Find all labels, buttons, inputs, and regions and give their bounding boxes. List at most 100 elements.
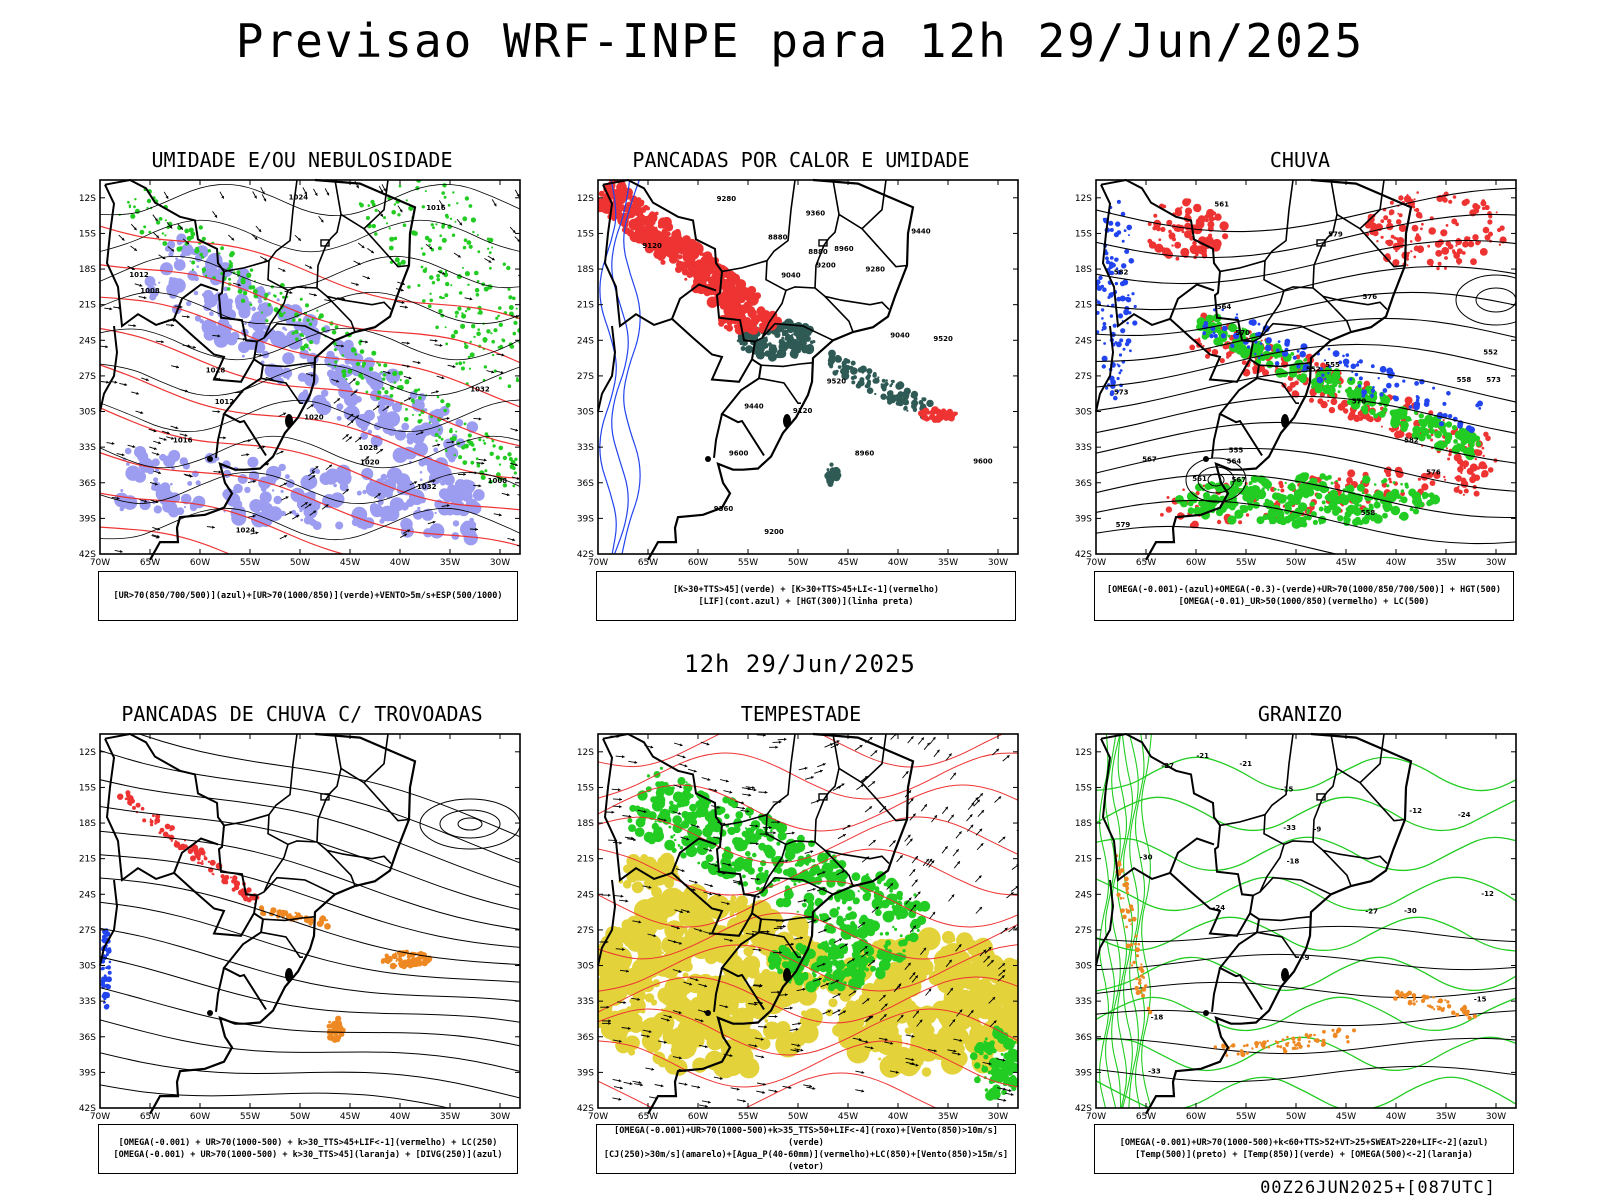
rain-area <box>1451 425 1457 431</box>
rain-area <box>1248 482 1252 486</box>
instability-area <box>803 328 812 337</box>
rain-area <box>1127 234 1130 237</box>
jet-area <box>742 955 761 974</box>
green-contour-mark <box>477 328 481 331</box>
rain-area <box>1406 257 1409 261</box>
contour-value: 9200 <box>764 528 784 536</box>
state-border <box>721 259 768 273</box>
rain-area <box>1254 352 1257 356</box>
rain-area <box>1330 481 1334 485</box>
lat-label: 15S <box>79 229 96 239</box>
rain-area <box>1327 368 1330 371</box>
rain-area <box>1180 206 1183 209</box>
rain-area <box>1108 220 1114 226</box>
wind-vector <box>380 449 383 452</box>
humidity-area <box>231 510 247 526</box>
wind-vector <box>367 276 370 280</box>
lon-label: 45W <box>340 558 360 568</box>
rain-area <box>1116 341 1122 348</box>
green-contour-mark <box>445 342 449 346</box>
green-contour-mark <box>434 432 439 437</box>
wind-vector <box>214 214 218 218</box>
instability-area <box>851 380 856 385</box>
panel-title-pancadas-calor: PANCADAS POR CALOR E UMIDADE <box>632 148 970 172</box>
instability-area <box>836 473 840 477</box>
contour-value: 1024 <box>289 193 309 201</box>
rain-area <box>1447 243 1454 250</box>
wind-vector <box>352 378 356 382</box>
rain-area <box>1315 492 1323 500</box>
rain-area <box>1426 434 1432 440</box>
rain-area <box>1270 486 1276 492</box>
humidity-area <box>335 377 348 389</box>
green-contour-mark <box>486 329 491 334</box>
thunderstorm-area <box>169 829 172 832</box>
lon-label: 70W <box>90 1112 110 1122</box>
wind-vector <box>522 495 525 498</box>
green-contour-mark <box>195 246 200 251</box>
instability-area <box>910 393 916 399</box>
pressure-contour <box>100 255 520 289</box>
humidity-area <box>466 421 479 433</box>
wind-vector <box>315 466 319 469</box>
rain-area <box>1264 344 1272 352</box>
green-contour-mark <box>462 216 468 222</box>
lon-label: 50W <box>290 1112 310 1122</box>
jet-area <box>804 990 807 993</box>
wind-vector <box>356 185 359 189</box>
state-border <box>824 295 854 333</box>
humidity-area <box>276 298 280 302</box>
wind-vector <box>154 482 158 486</box>
thunderstorm-area <box>190 855 196 862</box>
rain-area <box>1390 505 1401 516</box>
lat-label: 33S <box>577 443 594 453</box>
rain-area <box>1209 333 1214 339</box>
rain-area <box>1415 233 1420 237</box>
instability-area <box>857 367 864 373</box>
wind-vector <box>355 282 359 286</box>
rain-area <box>1219 221 1229 231</box>
humidity-area <box>325 472 338 485</box>
rain-area <box>1096 330 1100 334</box>
wind-vector <box>145 378 149 381</box>
green-contour-mark <box>453 453 456 457</box>
lat-label: 18S <box>79 819 96 829</box>
rain-area <box>1418 214 1423 219</box>
green-contour-mark <box>512 484 516 488</box>
thunderstorm-area <box>117 793 124 800</box>
green-contour-mark <box>436 277 441 282</box>
rain-area <box>1457 262 1461 265</box>
jet-area <box>1003 959 1018 981</box>
rain-area <box>1475 240 1481 246</box>
wind-vector <box>437 443 441 447</box>
federal-district <box>320 793 330 801</box>
contour-value: 9520 <box>933 335 953 343</box>
instability-area <box>682 253 687 259</box>
green-contour-mark <box>438 428 441 431</box>
green-contour-mark <box>392 370 398 377</box>
divergence-area <box>101 976 106 981</box>
humidity-area <box>238 341 250 354</box>
instability-area <box>726 324 733 332</box>
map-frame <box>99 179 521 555</box>
instability-area <box>834 355 842 363</box>
instability-area <box>881 378 886 383</box>
rain-area <box>1358 359 1363 364</box>
lon-label: 35W <box>440 558 460 568</box>
wind-vector <box>516 544 520 547</box>
green-contour-mark <box>462 245 467 250</box>
rain-area <box>1327 399 1330 402</box>
instability-area <box>785 343 788 346</box>
rain-area <box>1306 510 1310 515</box>
state-border <box>340 767 382 803</box>
instability-area <box>660 259 666 265</box>
thunderstorm-area <box>417 962 422 967</box>
rain-area <box>1452 195 1457 199</box>
green-contour-mark <box>247 273 252 278</box>
geography <box>99 732 417 1115</box>
country-border <box>173 318 255 383</box>
humidity-area <box>445 446 459 460</box>
thunderstorm-area <box>326 919 329 922</box>
green-contour-mark <box>128 204 131 207</box>
